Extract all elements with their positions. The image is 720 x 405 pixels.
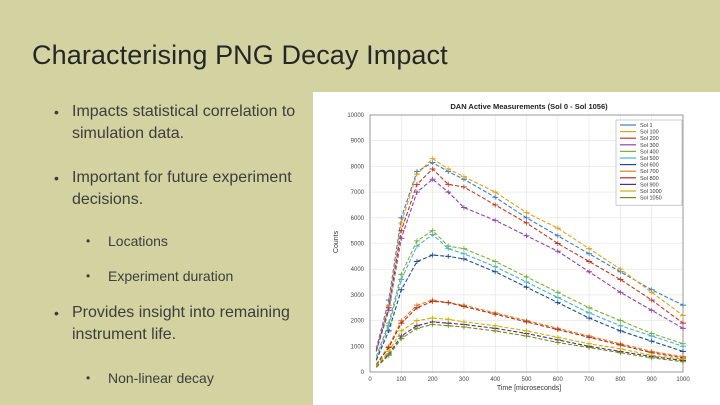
bullet-text: Important for future experiment decision… — [72, 169, 292, 208]
slide-title: Characterising PNG Decay Impact — [32, 40, 448, 70]
bullet-dot-icon: • — [54, 104, 59, 120]
legend-label: Sol 1000 — [640, 189, 662, 195]
legend-label: Sol 600 — [640, 163, 659, 169]
bullet-dot-icon: • — [54, 305, 59, 321]
y-tick-label: 2000 — [351, 319, 365, 325]
series-line — [375, 157, 684, 352]
y-tick-label: 1000 — [351, 344, 365, 350]
series-line — [375, 161, 684, 350]
bullet-dot-icon: • — [54, 170, 59, 186]
x-tick-label: 500 — [521, 377, 532, 383]
legend-label: Sol 700 — [640, 169, 659, 175]
chart-x-axis-label: Time [microseconds] — [497, 385, 561, 392]
y-tick-label: 8000 — [351, 164, 365, 170]
plot-frame — [369, 114, 684, 373]
legend-label: Sol 1050 — [640, 196, 662, 202]
legend-box — [615, 119, 683, 206]
legend-label: Sol 1 — [640, 123, 653, 129]
legend-label: Sol 900 — [640, 182, 659, 188]
x-tick-label: 300 — [459, 377, 470, 383]
series-line — [375, 321, 684, 368]
legend-label: Sol 500 — [640, 156, 659, 162]
x-tick-label: 800 — [615, 377, 626, 383]
x-tick-label: 400 — [490, 377, 501, 383]
bullet-text: Impacts statistical correlation to simul… — [72, 103, 296, 142]
series-line — [375, 300, 684, 366]
bullet-dot-icon: • — [86, 234, 91, 248]
x-tick-label: 0 — [368, 377, 372, 383]
legend-label: Sol 100 — [640, 130, 659, 136]
bullet-dot-icon: • — [86, 269, 91, 283]
bullet-item: • Important for future experiment decisi… — [54, 167, 312, 211]
chart-figure: DAN Active Measurements (Sol 0 - Sol 105… — [313, 92, 720, 405]
series-line — [375, 317, 684, 366]
bullet-text: Non-linear decay — [108, 370, 214, 386]
legend-label: Sol 200 — [640, 136, 659, 142]
series-line — [375, 168, 684, 351]
series-line — [375, 178, 684, 352]
y-tick-label: 5000 — [351, 242, 365, 248]
bullet-item: • Provides insight into remaining instru… — [54, 302, 312, 346]
line-chart: DAN Active Measurements (Sol 0 - Sol 105… — [333, 102, 690, 392]
sub-bullet-item: • Non-linear decay — [86, 367, 214, 389]
chart-title: DAN Active Measurements (Sol 0 - Sol 105… — [450, 102, 608, 111]
y-tick-label: 3000 — [351, 293, 365, 299]
sub-bullet-item: • Locations — [86, 230, 168, 252]
legend-label: Sol 400 — [640, 149, 659, 155]
x-tick-label: 900 — [647, 377, 658, 383]
y-tick-label: 6000 — [351, 216, 365, 222]
y-tick-label: 10000 — [347, 113, 364, 119]
y-tick-label: 0 — [361, 370, 365, 376]
series-line — [375, 299, 684, 365]
bullet-text: Locations — [108, 233, 168, 249]
bullet-text: Provides insight into remaining instrume… — [72, 304, 290, 343]
series-line — [375, 229, 684, 357]
y-tick-label: 4000 — [351, 267, 365, 273]
sub-bullet-item: • Experiment duration — [86, 265, 234, 287]
x-tick-label: 200 — [428, 377, 439, 383]
bullet-dot-icon: • — [86, 371, 91, 385]
legend-label: Sol 300 — [640, 143, 659, 149]
y-tick-label: 7000 — [351, 190, 365, 196]
x-tick-label: 600 — [553, 377, 564, 383]
bullet-text: Experiment duration — [108, 268, 234, 284]
y-tick-label: 9000 — [351, 139, 365, 145]
chart-y-axis-label: Counts — [333, 230, 340, 253]
x-tick-label: 700 — [584, 377, 595, 383]
series-line — [375, 254, 684, 361]
legend-label: Sol 800 — [640, 176, 659, 182]
x-tick-label: 100 — [396, 377, 407, 383]
bullet-item: • Impacts statistical correlation to sim… — [54, 101, 312, 145]
series-line — [375, 323, 684, 368]
x-tick-label: 1000 — [676, 377, 690, 383]
series-line — [375, 233, 684, 360]
